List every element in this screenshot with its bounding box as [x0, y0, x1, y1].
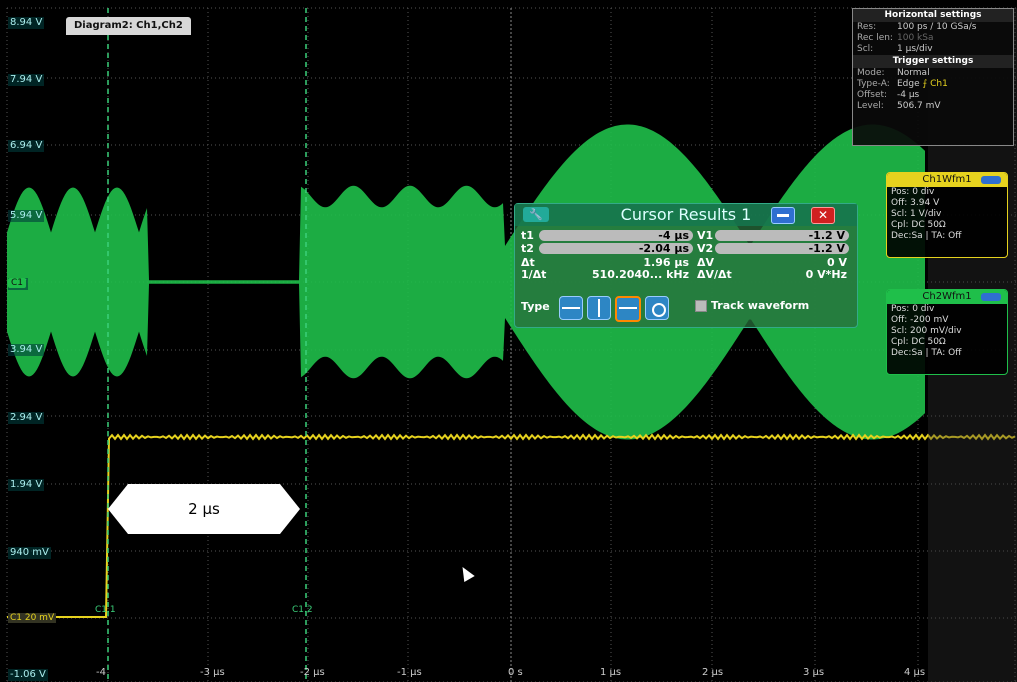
- inv-delta-t-label: 1/Δt: [521, 268, 547, 281]
- close-button[interactable]: ✕: [811, 207, 835, 224]
- y-tick-label: 6.94 V: [8, 140, 45, 152]
- trigger-type-row: Type-A: Edge ⨍ Ch1: [857, 79, 948, 89]
- scale-row: Scl: 1 µs/div: [857, 44, 933, 54]
- ch2-waveform-title[interactable]: Ch2Wfm1: [887, 290, 1007, 304]
- y-tick-label: 1.94 V: [8, 479, 45, 491]
- horizontal-cursor-icon[interactable]: [559, 296, 583, 320]
- double-arrow-shape: [108, 484, 300, 534]
- t1-label: t1: [521, 229, 534, 242]
- ch2-ground-marker[interactable]: C1 20 mV: [8, 613, 57, 623]
- t2-label: t2: [521, 242, 534, 255]
- ch2-scale: Scl: 200 mV/div: [891, 326, 962, 336]
- t1-field[interactable]: -4 µs: [539, 230, 693, 241]
- ch2-offset: Off: -200 mV: [891, 315, 949, 325]
- ch1-waveform-title[interactable]: Ch1Wfm1: [887, 173, 1007, 187]
- ch1-ground-marker[interactable]: C1: [8, 278, 27, 288]
- trigger-level-row: Level: 506.7 mV: [857, 101, 941, 111]
- v1-field[interactable]: -1.2 V: [715, 230, 849, 241]
- x-tick-label: 0 s: [508, 667, 523, 678]
- y-tick-label: 2.94 V: [8, 412, 45, 424]
- ch1-coupling: Cpl: DC 50Ω: [891, 220, 946, 230]
- resolution-row: Res: 100 ps / 10 GSa/s: [857, 22, 977, 32]
- horizontal-settings-panel[interactable]: Horizontal settings Res: 100 ps / 10 GSa/…: [852, 8, 1014, 146]
- wrench-icon[interactable]: 🔧: [523, 207, 549, 222]
- dv-dt-label: ΔV/Δt: [697, 268, 732, 281]
- minimize-icon: [777, 214, 789, 217]
- ch1-collapse-icon[interactable]: [981, 176, 1001, 184]
- ch2-waveform-panel[interactable]: Ch2Wfm1 Pos: 0 div Off: -200 mV Scl: 200…: [886, 289, 1008, 375]
- edge-icon: ⨍: [922, 79, 928, 89]
- delta-t-label: Δt: [521, 256, 535, 269]
- x-tick-label: -4: [96, 667, 106, 678]
- ch1-position: Pos: 0 div: [891, 187, 935, 197]
- delta-t-value: 1.96 µs: [643, 256, 689, 269]
- horizontal-settings-title: Horizontal settings: [853, 9, 1013, 22]
- trigger-mode-row: Mode: Normal: [857, 68, 930, 78]
- cursor-results-title[interactable]: Cursor Results 1: [515, 204, 857, 226]
- v2-label: V2: [697, 242, 714, 255]
- diagram-tab[interactable]: Diagram2: Ch1,Ch2: [66, 17, 191, 35]
- y-tick-label: -1.06 V: [8, 669, 48, 681]
- y-tick-label: 8.94 V: [8, 17, 45, 29]
- ch1-offset: Off: 3.94 V: [891, 198, 940, 208]
- cursor-label-c11[interactable]: C1.1: [95, 605, 116, 615]
- x-tick-label: -2 µs: [300, 667, 325, 678]
- type-label: Type: [521, 300, 550, 313]
- x-tick-label: 2 µs: [702, 667, 724, 678]
- ch2-waveform: [7, 433, 1016, 618]
- vertical-cursor-icon[interactable]: [587, 296, 611, 320]
- v1-label: V1: [697, 229, 714, 242]
- t2-field[interactable]: -2.04 µs: [539, 243, 693, 254]
- time-measurement-annotation: 2 µs: [108, 484, 300, 534]
- delta-v-value: 0 V: [827, 256, 847, 269]
- ch2-position: Pos: 0 div: [891, 304, 935, 314]
- y-tick-label: 940 mV: [8, 547, 51, 559]
- ch1-decimation: Dec:Sa | TA: Off: [891, 231, 962, 241]
- ch1-scale: Scl: 1 V/div: [891, 209, 942, 219]
- cursor-results-panel[interactable]: Cursor Results 1 🔧 ✕ t1 -4 µs V1 -1.2 V …: [514, 203, 858, 328]
- ch2-collapse-icon[interactable]: [981, 293, 1001, 301]
- minimize-button[interactable]: [771, 207, 795, 224]
- delta-v-label: ΔV: [697, 256, 715, 269]
- inv-delta-t-value: 510.2040... kHz: [591, 268, 689, 281]
- both-cursor-icon[interactable]: [615, 296, 641, 322]
- x-tick-label: -1 µs: [397, 667, 422, 678]
- x-tick-label: 4 µs: [904, 667, 926, 678]
- trigger-offset-row: Offset: -4 µs: [857, 90, 920, 100]
- dv-dt-value: 0 V*Hz: [805, 268, 847, 281]
- close-icon: ✕: [817, 208, 829, 222]
- x-tick-label: 3 µs: [803, 667, 825, 678]
- ch2-coupling: Cpl: DC 50Ω: [891, 337, 946, 347]
- time-measurement-text: 2 µs: [188, 500, 220, 518]
- x-tick-label: 1 µs: [600, 667, 622, 678]
- y-tick-label: 7.94 V: [8, 74, 45, 86]
- track-cursor-icon[interactable]: [645, 296, 669, 320]
- track-waveform-checkbox[interactable]: [695, 300, 707, 312]
- record-length-row: Rec len: 100 kSa: [857, 33, 934, 43]
- y-tick-label: 3.94 V: [8, 344, 45, 356]
- track-waveform-label[interactable]: Track waveform: [711, 299, 810, 312]
- y-tick-label: 5.94 V: [8, 210, 45, 222]
- ch1-waveform-panel[interactable]: Ch1Wfm1 Pos: 0 div Off: 3.94 V Scl: 1 V/…: [886, 172, 1008, 258]
- v2-field[interactable]: -1.2 V: [715, 243, 849, 254]
- trigger-settings-title: Trigger settings: [853, 55, 1013, 68]
- ch2-decimation: Dec:Sa | TA: Off: [891, 348, 962, 358]
- cursor-label-c12[interactable]: C1.2: [292, 605, 313, 615]
- x-tick-label: -3 µs: [200, 667, 225, 678]
